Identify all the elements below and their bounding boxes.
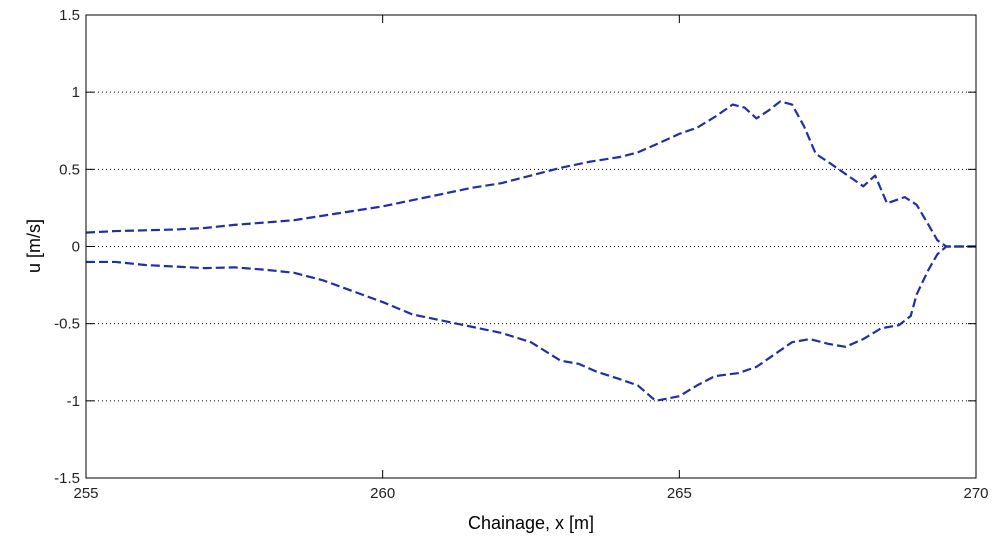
x-tick-label: 260	[370, 485, 395, 502]
x-tick-labels: 255 260 265 270	[73, 485, 988, 502]
series-line-lower	[86, 245, 976, 402]
series-layer	[85, 100, 976, 402]
tick-marks	[85, 14, 977, 479]
x-tick-label: 265	[667, 485, 692, 502]
y-tick-label: 0.5	[59, 161, 80, 178]
y-tick-label: -0.5	[54, 316, 80, 333]
y-tick-label: -1	[67, 393, 80, 410]
series-line-upper	[85, 100, 976, 248]
y-axis-title: u [m/s]	[24, 219, 44, 273]
x-axis-title: Chainage, x [m]	[468, 513, 594, 533]
y-tick-label: 0	[72, 239, 80, 256]
x-tick-label: 255	[73, 485, 98, 502]
y-tick-labels: -1.5 -1 -0.5 0 0.5 1 1.5	[54, 7, 80, 487]
y-tick-label: 1.5	[59, 7, 80, 24]
y-tick-label: 1	[72, 84, 80, 101]
y-tick-label: -1.5	[54, 470, 80, 487]
x-tick-label: 270	[963, 485, 988, 502]
grid-lines	[86, 91, 976, 402]
